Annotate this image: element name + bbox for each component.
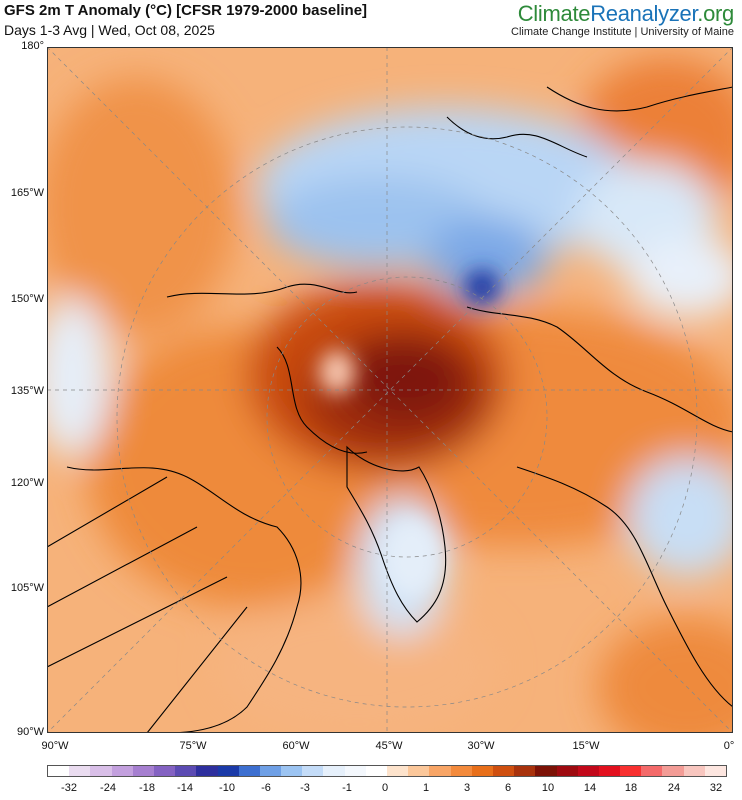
colorbar-swatch bbox=[365, 766, 387, 776]
colorbar-swatch bbox=[641, 766, 663, 776]
colorbar-swatch bbox=[153, 766, 176, 776]
colorbar-swatch bbox=[48, 766, 70, 776]
x-axis-label: 60°W bbox=[282, 740, 310, 752]
colorbar-swatch bbox=[620, 766, 642, 776]
x-axis-label: 0° bbox=[723, 740, 735, 752]
colorbar-label: 6 bbox=[504, 782, 512, 794]
x-axis-label: 45°W bbox=[375, 740, 403, 752]
colorbar-swatch bbox=[217, 766, 239, 776]
colorbar-swatch bbox=[535, 766, 557, 776]
colorbar-label: 18 bbox=[624, 782, 638, 794]
colorbar-label: -1 bbox=[342, 782, 352, 794]
x-axis-label: 90°W bbox=[41, 740, 69, 752]
y-axis-label: 120°W bbox=[10, 477, 44, 489]
y-axis-label: 165°W bbox=[10, 187, 44, 199]
brand-logo[interactable]: ClimateReanalyzer.org bbox=[517, 1, 735, 27]
anomaly-map[interactable] bbox=[47, 47, 733, 733]
colorbar-swatch bbox=[704, 766, 726, 776]
map-frame bbox=[47, 47, 733, 733]
colorbar-swatch bbox=[196, 766, 218, 776]
colorbar-swatch bbox=[450, 766, 472, 776]
colorbar-label: 14 bbox=[583, 782, 597, 794]
colorbar-swatch bbox=[492, 766, 515, 776]
x-axis-label: 75°W bbox=[179, 740, 207, 752]
brand-part-climate: Climate bbox=[517, 1, 591, 26]
greenland-coast bbox=[346, 445, 447, 623]
colorbar-label: 32 bbox=[709, 782, 723, 794]
colorbar-label: -24 bbox=[100, 782, 116, 794]
colorbar-swatch bbox=[302, 766, 324, 776]
page-subtitle: Days 1-3 Avg | Wed, Oct 08, 2025 bbox=[4, 22, 215, 38]
colorbar-swatch bbox=[344, 766, 366, 776]
colorbar-swatch bbox=[471, 766, 493, 776]
graticule bbox=[47, 47, 733, 733]
colorbar-swatch bbox=[132, 766, 154, 776]
colorbar-swatch bbox=[577, 766, 599, 776]
colorbar-label: 3 bbox=[463, 782, 471, 794]
colorbar-label: -32 bbox=[61, 782, 77, 794]
colorbar-swatch bbox=[556, 766, 578, 776]
colorbar-label: -14 bbox=[177, 782, 193, 794]
colorbar-swatch bbox=[429, 766, 451, 776]
colorbar-label: -18 bbox=[139, 782, 155, 794]
brand-part-org: .org bbox=[697, 1, 734, 26]
colorbar-swatch bbox=[90, 766, 112, 776]
colorbar-swatch bbox=[408, 766, 430, 776]
colorbar-label: -6 bbox=[261, 782, 271, 794]
x-axis-label: 30°W bbox=[467, 740, 495, 752]
anomaly-field bbox=[47, 57, 733, 733]
colorbar-swatch bbox=[598, 766, 621, 776]
y-axis-label: 180° bbox=[21, 40, 44, 52]
colorbar-label: 10 bbox=[541, 782, 555, 794]
colorbar-swatch bbox=[323, 766, 345, 776]
organization-label: Climate Change Institute | University of… bbox=[511, 26, 734, 38]
colorbar-swatch bbox=[259, 766, 282, 776]
colorbar-swatch bbox=[683, 766, 705, 776]
colorbar-label: -10 bbox=[219, 782, 235, 794]
colorbar-label: 0 bbox=[381, 782, 389, 794]
y-axis-label: 105°W bbox=[10, 582, 44, 594]
colorbar-label: 1 bbox=[422, 782, 430, 794]
brand-part-reanalyzer: Reanalyzer bbox=[590, 1, 698, 26]
y-axis-label: 135°W bbox=[10, 385, 44, 397]
colorbar-swatch bbox=[387, 766, 409, 776]
colorbar-swatch bbox=[238, 766, 260, 776]
colorbar-swatch bbox=[69, 766, 91, 776]
y-axis-label: 150°W bbox=[10, 293, 44, 305]
colorbar-swatch bbox=[175, 766, 197, 776]
colorbar-swatch bbox=[111, 766, 133, 776]
colorbar-swatch bbox=[662, 766, 684, 776]
colorbar-swatch bbox=[514, 766, 536, 776]
colorbar-swatch bbox=[281, 766, 303, 776]
y-axis-label: 90°W bbox=[16, 726, 44, 738]
x-axis-label: 15°W bbox=[572, 740, 600, 752]
colorbar bbox=[47, 765, 727, 777]
coastlines bbox=[47, 86, 733, 733]
page-title: GFS 2m T Anomaly (°C) [CFSR 1979-2000 ba… bbox=[4, 2, 368, 19]
colorbar-label: 24 bbox=[667, 782, 681, 794]
colorbar-label: -3 bbox=[300, 782, 310, 794]
